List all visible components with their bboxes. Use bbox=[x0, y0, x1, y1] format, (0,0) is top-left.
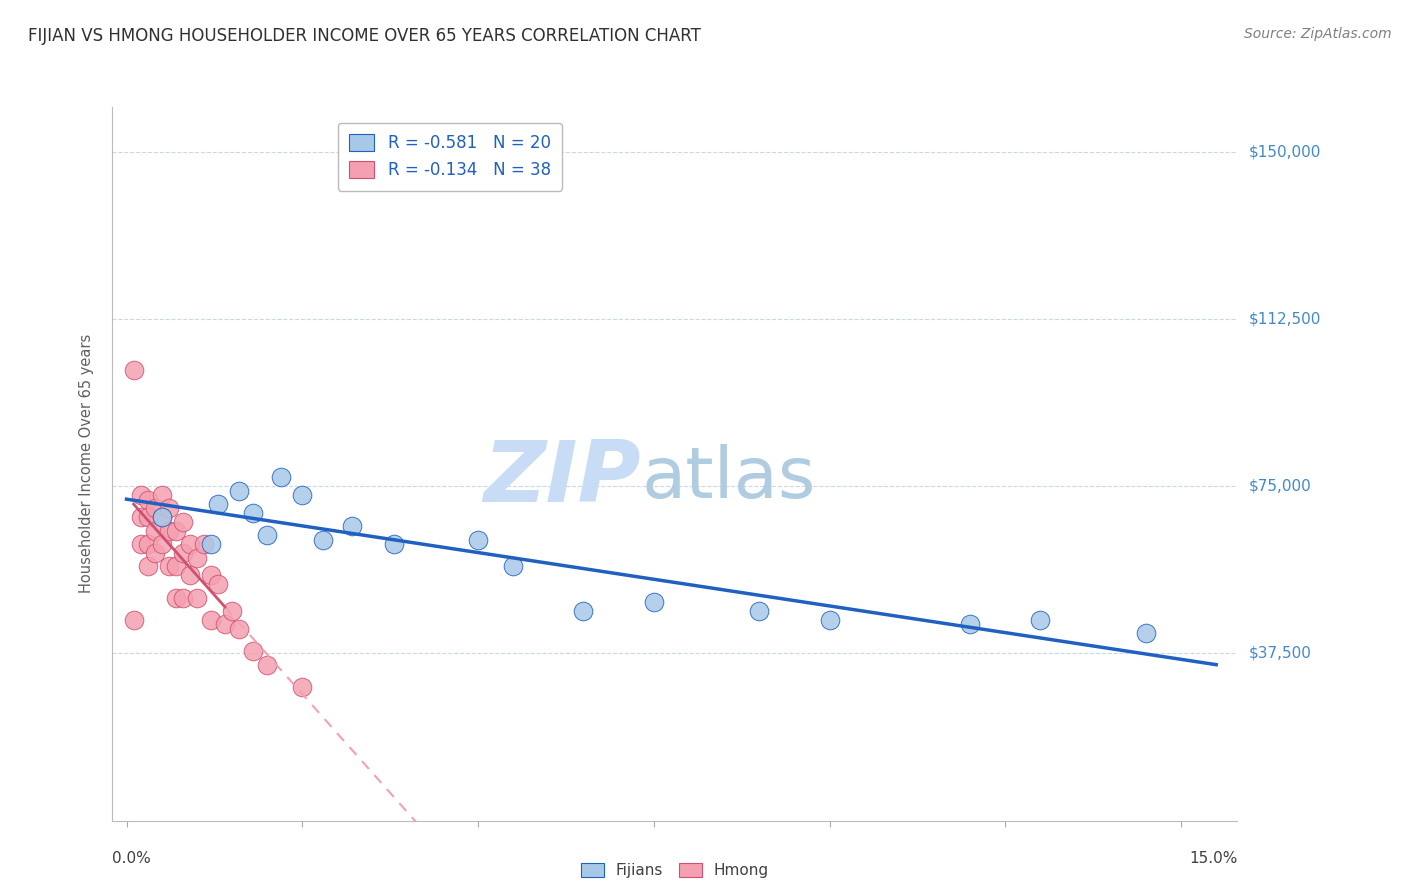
Point bbox=[122, 363, 145, 377]
Point bbox=[186, 550, 208, 565]
Point bbox=[228, 622, 250, 636]
Point bbox=[200, 568, 222, 582]
Point bbox=[179, 568, 201, 582]
Point bbox=[256, 657, 278, 672]
Point bbox=[172, 591, 194, 605]
Point bbox=[256, 528, 278, 542]
Point bbox=[382, 537, 405, 551]
Point bbox=[214, 617, 236, 632]
Point bbox=[572, 604, 595, 618]
Text: $37,500: $37,500 bbox=[1249, 646, 1312, 661]
Point bbox=[165, 559, 187, 574]
Text: Source: ZipAtlas.com: Source: ZipAtlas.com bbox=[1244, 27, 1392, 41]
Point bbox=[150, 488, 173, 502]
Point bbox=[270, 470, 292, 484]
Point bbox=[172, 546, 194, 560]
Point bbox=[150, 510, 173, 524]
Point bbox=[467, 533, 489, 547]
Point bbox=[129, 537, 152, 551]
Text: 0.0%: 0.0% bbox=[112, 851, 152, 866]
Text: ZIP: ZIP bbox=[484, 436, 641, 520]
Point bbox=[959, 617, 981, 632]
Point bbox=[165, 524, 187, 538]
Point bbox=[136, 537, 159, 551]
Text: $75,000: $75,000 bbox=[1249, 479, 1312, 493]
Point bbox=[291, 680, 314, 694]
Point bbox=[502, 559, 524, 574]
Text: atlas: atlas bbox=[641, 443, 815, 513]
Point bbox=[179, 537, 201, 551]
Text: 15.0%: 15.0% bbox=[1189, 851, 1237, 866]
Point bbox=[129, 510, 152, 524]
Point bbox=[165, 591, 187, 605]
Point bbox=[221, 604, 243, 618]
Point bbox=[143, 546, 166, 560]
Point bbox=[1135, 626, 1157, 640]
Point bbox=[242, 506, 264, 520]
Point bbox=[157, 501, 180, 516]
Point bbox=[200, 613, 222, 627]
Point bbox=[136, 492, 159, 507]
Point bbox=[136, 559, 159, 574]
Point bbox=[136, 510, 159, 524]
Point bbox=[312, 533, 335, 547]
Point bbox=[242, 644, 264, 658]
Point bbox=[122, 613, 145, 627]
Point bbox=[157, 559, 180, 574]
Point bbox=[150, 510, 173, 524]
Legend: Fijians, Hmong: Fijians, Hmong bbox=[575, 857, 775, 884]
Point bbox=[200, 537, 222, 551]
Point bbox=[193, 537, 215, 551]
Point bbox=[186, 591, 208, 605]
Point bbox=[143, 501, 166, 516]
Point bbox=[643, 595, 665, 609]
Text: FIJIAN VS HMONG HOUSEHOLDER INCOME OVER 65 YEARS CORRELATION CHART: FIJIAN VS HMONG HOUSEHOLDER INCOME OVER … bbox=[28, 27, 702, 45]
Point bbox=[172, 515, 194, 529]
Point bbox=[207, 497, 229, 511]
Point bbox=[207, 577, 229, 591]
Point bbox=[1029, 613, 1052, 627]
Point bbox=[340, 519, 363, 533]
Point bbox=[150, 537, 173, 551]
Point bbox=[818, 613, 841, 627]
Point bbox=[129, 488, 152, 502]
Point bbox=[143, 524, 166, 538]
Point bbox=[748, 604, 770, 618]
Point bbox=[291, 488, 314, 502]
Text: $112,500: $112,500 bbox=[1249, 311, 1320, 326]
Point bbox=[157, 524, 180, 538]
Point bbox=[228, 483, 250, 498]
Y-axis label: Householder Income Over 65 years: Householder Income Over 65 years bbox=[79, 334, 94, 593]
Text: $150,000: $150,000 bbox=[1249, 145, 1320, 159]
